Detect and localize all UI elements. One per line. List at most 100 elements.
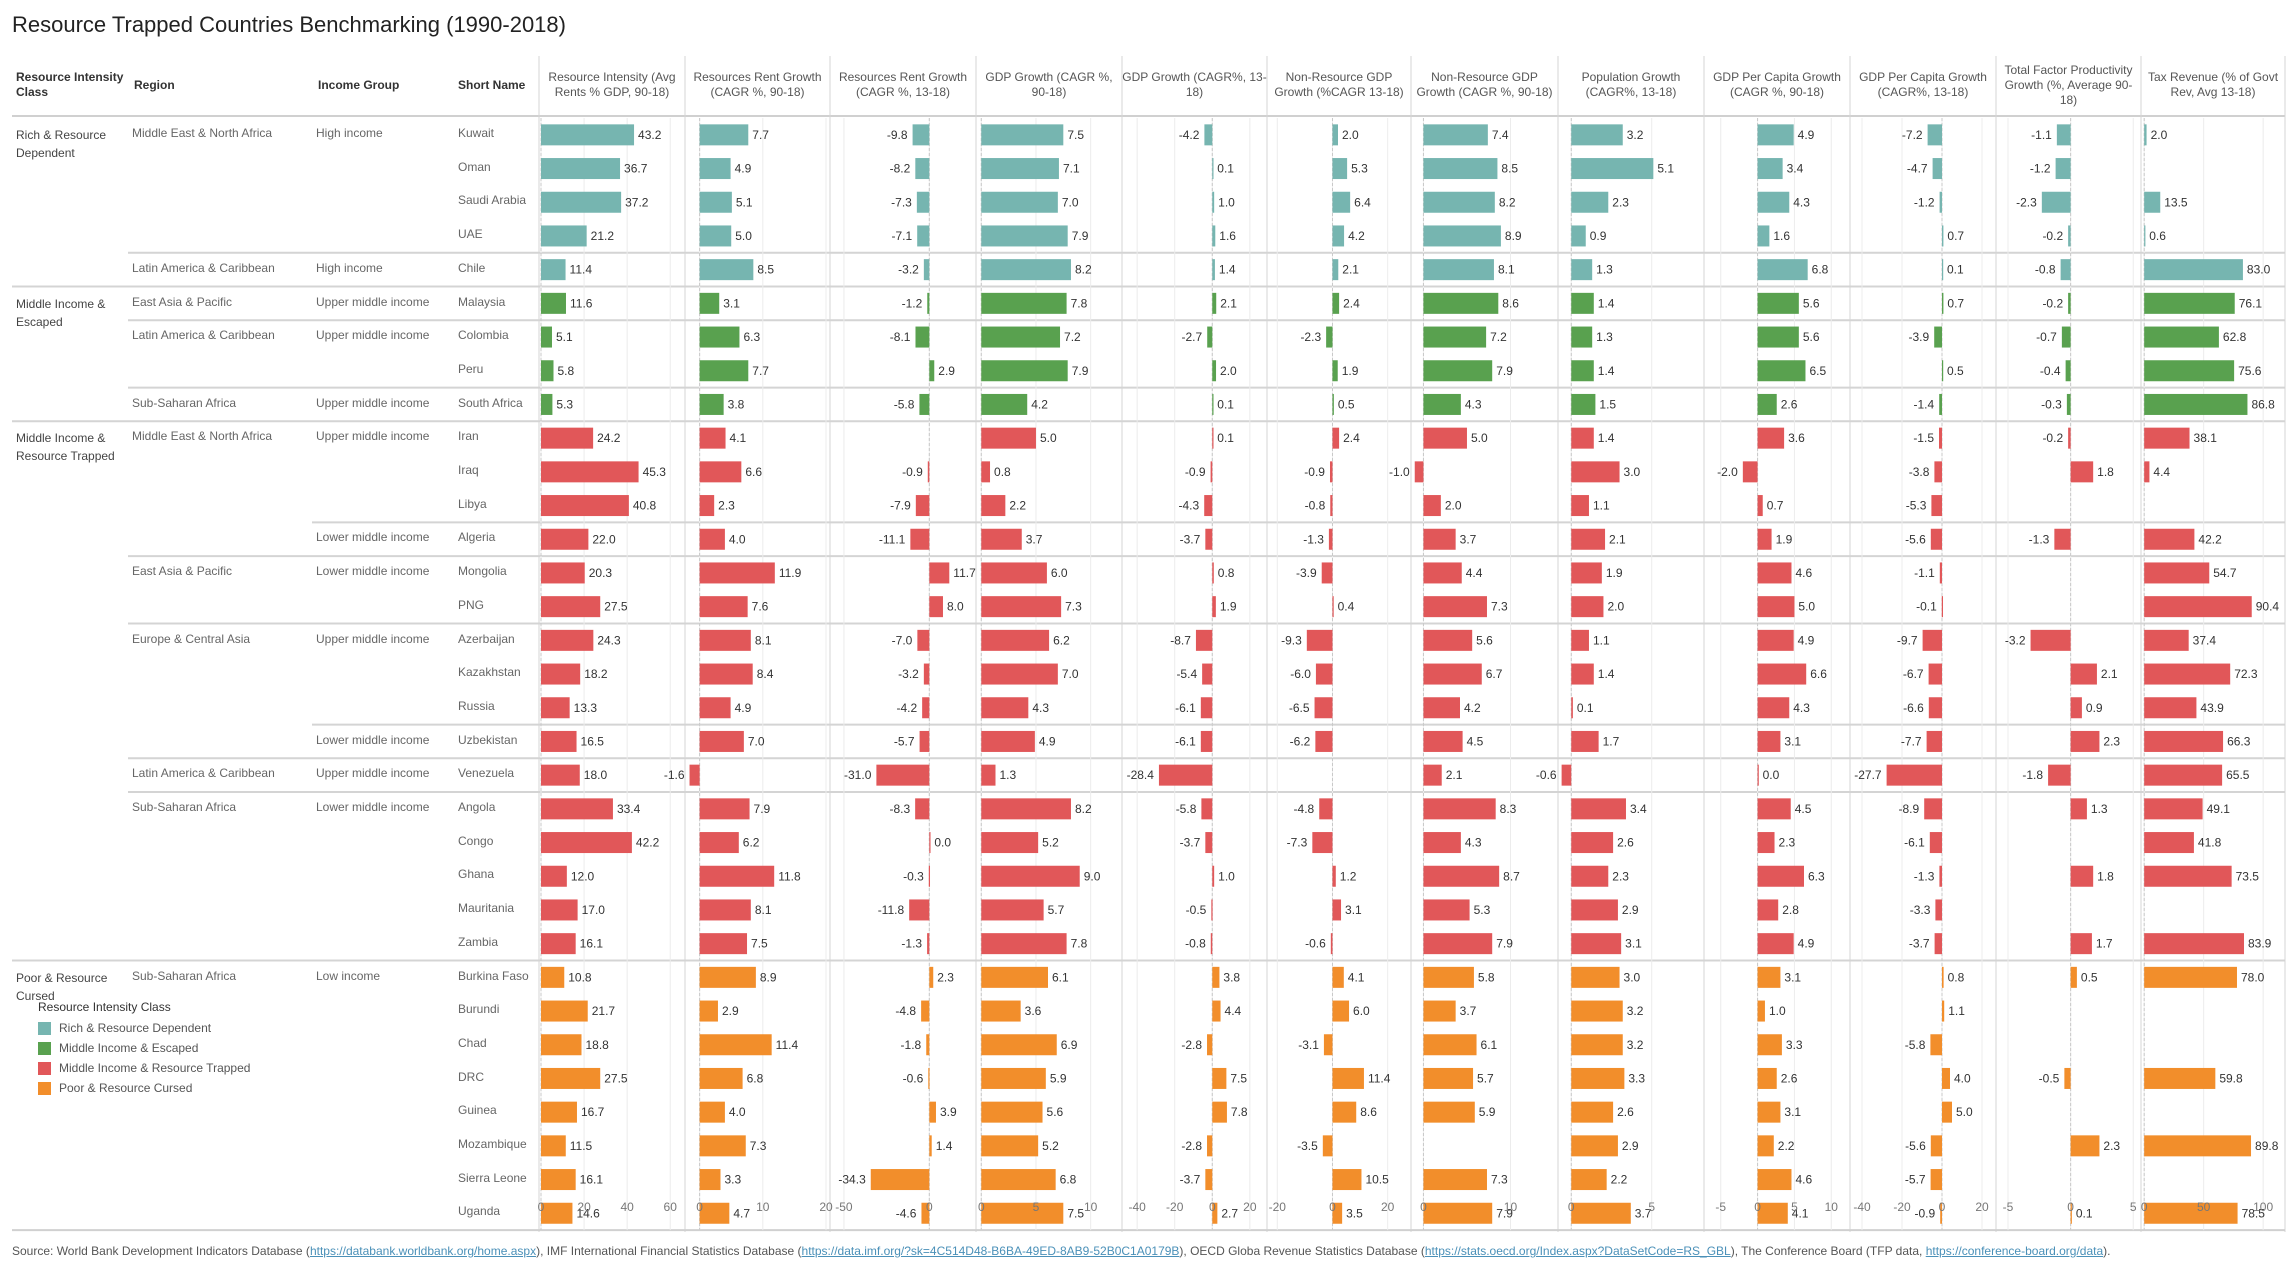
bar-algeria[interactable]	[1930, 528, 1942, 550]
bar-iran[interactable]	[1757, 427, 1785, 449]
bar-russia[interactable]	[1928, 697, 1942, 719]
bar-malaysia[interactable]	[927, 292, 930, 314]
bar-sierra-leone[interactable]	[1757, 1169, 1792, 1191]
bar-chile[interactable]	[1571, 259, 1593, 281]
bar-azerbaijan[interactable]	[1922, 629, 1942, 651]
bar-algeria[interactable]	[910, 528, 930, 550]
bar-oman[interactable]	[1212, 158, 1214, 180]
bar-saudi-arabia[interactable]	[1939, 191, 1942, 213]
bar-south-africa[interactable]	[699, 393, 724, 415]
bar-uae[interactable]	[981, 225, 1068, 247]
bar-iran[interactable]	[2068, 427, 2071, 449]
bar-mongolia[interactable]	[1939, 562, 1942, 584]
bar-zambia[interactable]	[541, 933, 576, 955]
bar-kuwait[interactable]	[1571, 124, 1623, 146]
bar-oman[interactable]	[915, 158, 930, 180]
bar-libya[interactable]	[1330, 495, 1333, 517]
bar-algeria[interactable]	[1757, 528, 1772, 550]
bar-colombia[interactable]	[1934, 326, 1942, 348]
bar-uae[interactable]	[1942, 225, 1944, 247]
bar-mongolia[interactable]	[2144, 562, 2210, 584]
bar-russia[interactable]	[1423, 697, 1460, 719]
bar-sierra-leone[interactable]	[1332, 1169, 1362, 1191]
bar-guinea[interactable]	[1942, 1101, 1952, 1123]
bar-mongolia[interactable]	[1423, 562, 1462, 584]
bar-peru[interactable]	[1942, 360, 1944, 382]
bar-south-africa[interactable]	[981, 393, 1028, 415]
bar-peru[interactable]	[2065, 360, 2071, 382]
bar-saudi-arabia[interactable]	[1757, 191, 1790, 213]
bar-oman[interactable]	[1932, 158, 1942, 180]
bar-south-africa[interactable]	[1571, 393, 1596, 415]
bar-iran[interactable]	[699, 427, 726, 449]
bar-iraq[interactable]	[1571, 461, 1620, 483]
bar-azerbaijan[interactable]	[699, 629, 751, 651]
bar-azerbaijan[interactable]	[1306, 629, 1333, 651]
bar-colombia[interactable]	[1326, 326, 1333, 348]
bar-burkina-faso[interactable]	[1423, 966, 1474, 988]
bar-zambia[interactable]	[1757, 933, 1794, 955]
bar-saudi-arabia[interactable]	[541, 191, 622, 213]
bar-chad[interactable]	[1207, 1034, 1213, 1056]
bar-malaysia[interactable]	[1332, 292, 1340, 314]
bar-uae[interactable]	[1332, 225, 1345, 247]
bar-chile[interactable]	[923, 259, 930, 281]
bar-russia[interactable]	[541, 697, 570, 719]
bar-zambia[interactable]	[1210, 933, 1213, 955]
bar-mauritania[interactable]	[541, 899, 578, 921]
bar-uganda[interactable]	[541, 1202, 573, 1224]
bar-angola[interactable]	[1423, 798, 1496, 820]
bar-libya[interactable]	[1571, 495, 1589, 517]
bar-saudi-arabia[interactable]	[2041, 191, 2071, 213]
bar-zambia[interactable]	[2070, 933, 2092, 955]
bar-burkina-faso[interactable]	[1942, 966, 1944, 988]
bar-guinea[interactable]	[1571, 1101, 1614, 1123]
bar-mongolia[interactable]	[1321, 562, 1333, 584]
bar-burkina-faso[interactable]	[541, 966, 565, 988]
bar-burkina-faso[interactable]	[981, 966, 1048, 988]
bar-congo[interactable]	[1312, 832, 1333, 854]
bar-burundi[interactable]	[1571, 1000, 1623, 1022]
bar-chile[interactable]	[1212, 259, 1215, 281]
bar-algeria[interactable]	[1571, 528, 1606, 550]
bar-burundi[interactable]	[1332, 1000, 1350, 1022]
bar-ghana[interactable]	[981, 865, 1080, 887]
worldbank-link[interactable]: https://databank.worldbank.org/home.aspx	[309, 1244, 537, 1258]
bar-chad[interactable]	[699, 1034, 772, 1056]
bar-iran[interactable]	[1332, 427, 1340, 449]
bar-chad[interactable]	[541, 1034, 582, 1056]
bar-iran[interactable]	[2144, 427, 2190, 449]
legend-item-escaped[interactable]: Middle Income & Escaped	[38, 1038, 250, 1058]
bar-algeria[interactable]	[1423, 528, 1456, 550]
bar-mozambique[interactable]	[929, 1135, 932, 1157]
bar-colombia[interactable]	[1423, 326, 1487, 348]
bar-uganda[interactable]	[2144, 1202, 2238, 1224]
bar-uganda[interactable]	[1423, 1202, 1493, 1224]
bar-angola[interactable]	[1924, 798, 1942, 820]
bar-uae[interactable]	[699, 225, 732, 247]
bar-malaysia[interactable]	[1212, 292, 1217, 314]
bar-drc[interactable]	[1757, 1067, 1777, 1089]
bar-congo[interactable]	[2144, 832, 2194, 854]
bar-oman[interactable]	[541, 158, 621, 180]
bar-iraq[interactable]	[927, 461, 930, 483]
bar-guinea[interactable]	[1423, 1101, 1475, 1123]
bar-guinea[interactable]	[929, 1101, 936, 1123]
bar-guinea[interactable]	[541, 1101, 577, 1123]
bar-chile[interactable]	[981, 259, 1071, 281]
bar-burkina-faso[interactable]	[1571, 966, 1620, 988]
bar-russia[interactable]	[2144, 697, 2197, 719]
legend-item-cursed[interactable]: Poor & Resource Cursed	[38, 1078, 250, 1098]
bar-russia[interactable]	[1314, 697, 1333, 719]
bar-south-africa[interactable]	[1212, 393, 1214, 415]
bar-iraq[interactable]	[981, 461, 991, 483]
bar-uae[interactable]	[1212, 225, 1216, 247]
bar-venezuela[interactable]	[1423, 764, 1442, 786]
bar-mongolia[interactable]	[541, 562, 585, 584]
bar-saudi-arabia[interactable]	[981, 191, 1058, 213]
bar-iraq[interactable]	[699, 461, 742, 483]
bar-burkina-faso[interactable]	[1212, 966, 1220, 988]
bar-venezuela[interactable]	[2048, 764, 2071, 786]
bar-sierra-leone[interactable]	[981, 1169, 1056, 1191]
bar-congo[interactable]	[1423, 832, 1461, 854]
